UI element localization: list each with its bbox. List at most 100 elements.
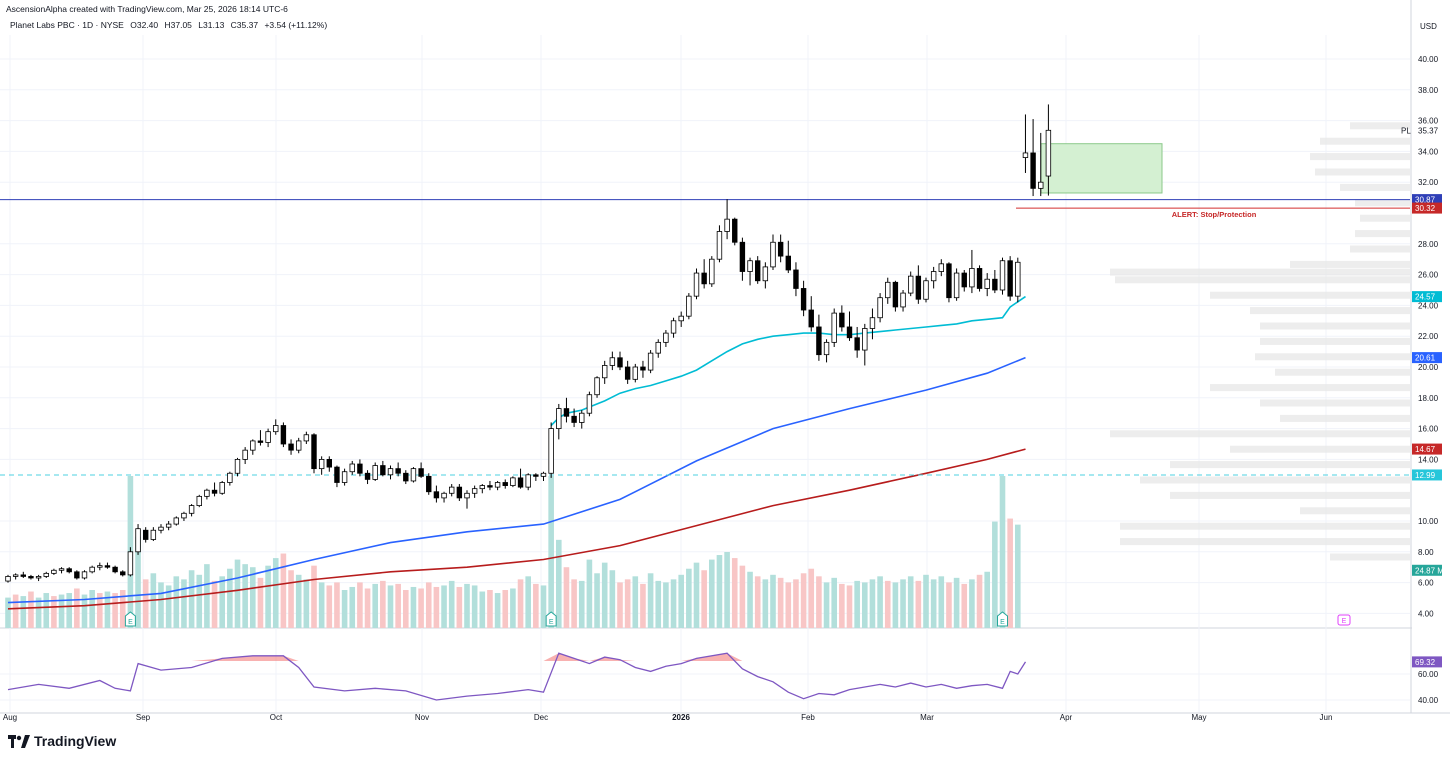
candle-body — [953, 272, 960, 299]
volume-bar — [563, 567, 570, 628]
candle-body — [693, 272, 700, 297]
candle-body — [43, 572, 49, 577]
time-tick: Dec — [534, 713, 548, 722]
volume-bar — [326, 585, 333, 628]
candle-body — [364, 472, 371, 480]
candle-body — [487, 485, 493, 488]
volume-bar — [900, 579, 906, 628]
time-tick: Apr — [1060, 713, 1073, 722]
volume-bar — [754, 576, 761, 628]
candle-body — [647, 352, 654, 371]
price-tick: 6.00 — [1418, 579, 1434, 588]
candle-body — [20, 574, 26, 577]
volume-bar — [808, 568, 815, 628]
volume-bar — [747, 571, 753, 628]
volume-bar — [464, 583, 470, 628]
candle-body — [1045, 129, 1052, 177]
time-tick: Aug — [3, 713, 17, 722]
volume-bar — [533, 583, 539, 628]
volume-bar — [892, 582, 899, 628]
volume-bar — [295, 574, 302, 628]
volume-bar — [716, 555, 723, 628]
volume-profile-bar — [1260, 337, 1410, 345]
candle-body — [303, 434, 310, 442]
volume-bar — [548, 476, 554, 628]
candle-body — [257, 440, 264, 443]
volume-bar — [219, 576, 225, 628]
volume-bar — [364, 588, 371, 628]
volume-bar — [862, 582, 868, 628]
candle-body — [204, 489, 210, 497]
candle-body — [686, 295, 692, 317]
candle-body — [663, 332, 669, 343]
ohlc-close: C35.37 — [230, 20, 259, 30]
time-tick: 2026 — [672, 713, 690, 722]
volume-bar — [158, 582, 164, 628]
volume-bar — [448, 580, 455, 628]
time-tick: Jun — [1320, 713, 1333, 722]
volume-bar — [311, 565, 317, 628]
candle-body — [104, 565, 111, 568]
volume-bar — [777, 577, 784, 628]
volume-bar — [846, 585, 853, 628]
candle-body — [632, 366, 638, 380]
candle-body — [81, 571, 88, 579]
volume-bar — [395, 583, 401, 628]
volume-bar — [250, 567, 256, 628]
candle-body — [280, 425, 287, 445]
candle-body — [1022, 152, 1029, 158]
candle-body — [999, 260, 1006, 291]
candle-body — [318, 458, 325, 470]
candle-body — [579, 412, 585, 423]
price-tick: 18.00 — [1418, 394, 1439, 403]
volume-bar — [976, 574, 983, 628]
volume-profile-bar — [1315, 168, 1410, 176]
volume-bar — [762, 579, 769, 628]
volume-bar — [946, 582, 952, 628]
time-tick: Feb — [801, 713, 815, 722]
price-tick: 40.00 — [1418, 55, 1439, 64]
candle-body — [747, 260, 753, 272]
time-tick: Oct — [270, 713, 283, 722]
price-label-text: 24.57 — [1415, 293, 1436, 302]
volume-bar — [586, 559, 593, 628]
price-tick: 28.00 — [1418, 240, 1439, 249]
earnings-marker-label: E — [128, 619, 133, 626]
volume-bar — [961, 583, 968, 628]
candle-body — [701, 272, 707, 285]
volume-bar — [686, 568, 692, 628]
volume-profile-bar — [1250, 307, 1410, 315]
ohlc-low: L31.13 — [198, 20, 225, 30]
volume-bar — [479, 591, 486, 628]
candle-body — [74, 571, 80, 579]
candle-body — [785, 255, 791, 271]
candle-body — [51, 569, 57, 574]
volume-bar — [165, 585, 172, 628]
volume-bar — [211, 580, 218, 628]
brand-name: TradingView — [34, 733, 117, 749]
volume-bar — [969, 579, 975, 628]
volume-bar — [357, 582, 363, 628]
volume-bar — [640, 583, 646, 628]
volume-bar — [907, 576, 914, 628]
candle-body — [816, 326, 822, 356]
candle-body — [869, 317, 876, 329]
candle-body — [938, 263, 944, 272]
volume-bar — [854, 580, 860, 628]
volume-bar — [739, 565, 746, 628]
ohlc-change: +3.54 (+11.12%) — [264, 20, 328, 30]
volume-bar — [915, 580, 922, 628]
volume-profile-bar — [1355, 199, 1410, 207]
rsi-overbought-fill — [191, 653, 743, 661]
earnings-marker — [997, 611, 1008, 627]
volume-bar — [938, 576, 945, 628]
candle-body — [35, 576, 42, 579]
volume-bar — [800, 573, 807, 628]
volume-profile-bar — [1275, 368, 1410, 376]
volume-bar — [227, 568, 233, 628]
future-earnings-marker — [1337, 614, 1351, 626]
volume-bar — [288, 570, 294, 628]
volume-profile-bar — [1350, 122, 1410, 130]
volume-bar — [318, 582, 325, 628]
